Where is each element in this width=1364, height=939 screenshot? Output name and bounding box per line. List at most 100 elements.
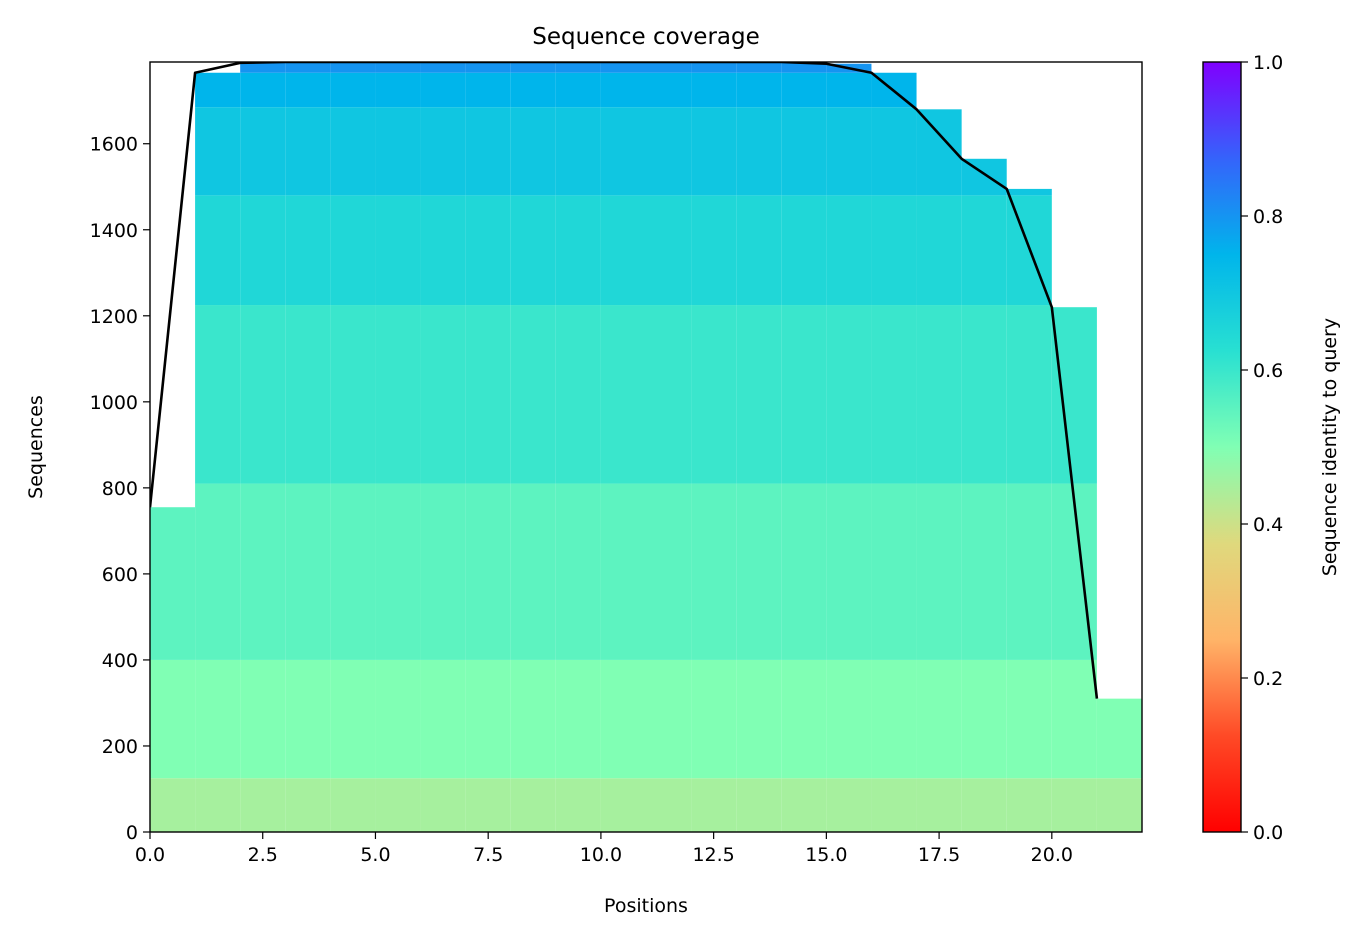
heatmap-cell (600, 483, 646, 660)
heatmap-cell (736, 62, 782, 73)
heatmap-cell (781, 483, 827, 660)
heatmap-cell (330, 62, 376, 73)
heatmap-cell (1051, 659, 1097, 779)
heatmap-cell (736, 195, 782, 306)
heatmap-cell (1006, 483, 1052, 660)
heatmap-cell (1006, 659, 1052, 779)
heatmap-cell (916, 195, 962, 306)
x-tick-label: 0.0 (135, 844, 165, 866)
heatmap-cell (646, 72, 692, 108)
heatmap-cell (330, 305, 376, 484)
y-tick-label: 200 (102, 736, 138, 758)
heatmap-cell (240, 72, 286, 108)
heatmap-cell (691, 195, 737, 306)
heatmap-cell (555, 659, 601, 779)
heatmap-cell (285, 72, 331, 108)
heatmap-cell (600, 778, 646, 832)
y-tick-label: 1000 (90, 392, 138, 414)
heatmap-cell (691, 659, 737, 779)
heatmap-cell (240, 659, 286, 779)
y-axis-ticks: 0 200 400 600 800 1000 1200 1400 1600 (90, 134, 150, 844)
heatmap-cell (781, 305, 827, 484)
y-tick-label: 600 (102, 564, 138, 586)
heatmap-cell (420, 778, 466, 832)
coverage-line (150, 62, 1099, 699)
colorbar-ticks: 0.0 0.2 0.4 0.6 0.8 1.0 (1241, 52, 1283, 844)
heatmap-cell (330, 483, 376, 660)
heatmap-cell (465, 62, 511, 73)
heatmap-cell (871, 659, 917, 779)
colorbar-tick-label: 0.0 (1253, 822, 1283, 844)
heatmap-cell (826, 72, 872, 108)
heatmap-cell (916, 778, 962, 832)
heatmap-cell (691, 305, 737, 484)
heatmap-cell (240, 195, 286, 306)
heatmap-cell (195, 107, 241, 196)
heatmap-cell (555, 107, 601, 196)
heatmap-cell (420, 107, 466, 196)
heatmap-cell (375, 72, 421, 108)
x-tick-label: 15.0 (805, 844, 847, 866)
heatmap-cell (916, 305, 962, 484)
heatmap-cell (330, 107, 376, 196)
heatmap-cell (646, 305, 692, 484)
x-tick-label: 7.5 (473, 844, 503, 866)
heatmap-cell (600, 107, 646, 196)
heatmap-cell (871, 107, 917, 196)
heatmap-cell (510, 72, 556, 108)
x-tick-label: 10.0 (580, 844, 622, 866)
plot-frame (149, 61, 1143, 833)
heatmap-cell (600, 72, 646, 108)
heatmap-cell (555, 483, 601, 660)
heatmap-cell (781, 107, 827, 196)
heatmap-cell (1051, 778, 1097, 832)
heatmap-cell (375, 195, 421, 306)
heatmap-cell (871, 195, 917, 306)
heatmap-cell (916, 483, 962, 660)
heatmap-cell (375, 483, 421, 660)
colorbar-tick-label: 0.2 (1253, 668, 1283, 690)
heatmap-cell (871, 778, 917, 832)
heatmap-cell (150, 659, 196, 779)
y-tick-label: 400 (102, 650, 138, 672)
heatmap-cell (285, 778, 331, 832)
heatmap-cell (420, 483, 466, 660)
heatmap-cell (1051, 307, 1097, 484)
heatmap-cell (240, 107, 286, 196)
heatmap-cell (330, 659, 376, 779)
heatmap-cell (285, 305, 331, 484)
chart-title: Sequence coverage (532, 24, 760, 50)
heatmap-cell (465, 483, 511, 660)
heatmap-cell (195, 305, 241, 484)
heatmap-cell (465, 778, 511, 832)
heatmap-cell (285, 483, 331, 660)
x-tick-label: 17.5 (918, 844, 960, 866)
y-tick-label: 1200 (90, 306, 138, 328)
heatmap-cell (826, 305, 872, 484)
heatmap-cell (646, 778, 692, 832)
heatmap-cell (240, 483, 286, 660)
heatmap-cell (600, 305, 646, 484)
heatmap-cell (555, 778, 601, 832)
heatmap-cell (736, 305, 782, 484)
heatmap-cell (736, 72, 782, 108)
y-tick-label: 800 (102, 478, 138, 500)
heatmap-cell (375, 62, 421, 73)
heatmap-cell (555, 72, 601, 108)
heatmap-cell (420, 195, 466, 306)
heatmap-cell (1096, 698, 1142, 779)
colorbar-tick-label: 0.4 (1253, 514, 1283, 536)
heatmap-cell (826, 107, 872, 196)
heatmap-cell (510, 62, 556, 73)
heatmap-cell (826, 778, 872, 832)
y-axis-label: Sequences (25, 395, 47, 499)
heatmap-cell (961, 778, 1007, 832)
heatmap-cell (646, 62, 692, 73)
heatmap-cell (961, 195, 1007, 306)
heatmap-cell (510, 659, 556, 779)
heatmap-cell (646, 659, 692, 779)
heatmap-cell (240, 62, 286, 73)
heatmap-cell (465, 195, 511, 306)
x-tick-label: 2.5 (248, 844, 278, 866)
heatmap-cell (1006, 305, 1052, 484)
